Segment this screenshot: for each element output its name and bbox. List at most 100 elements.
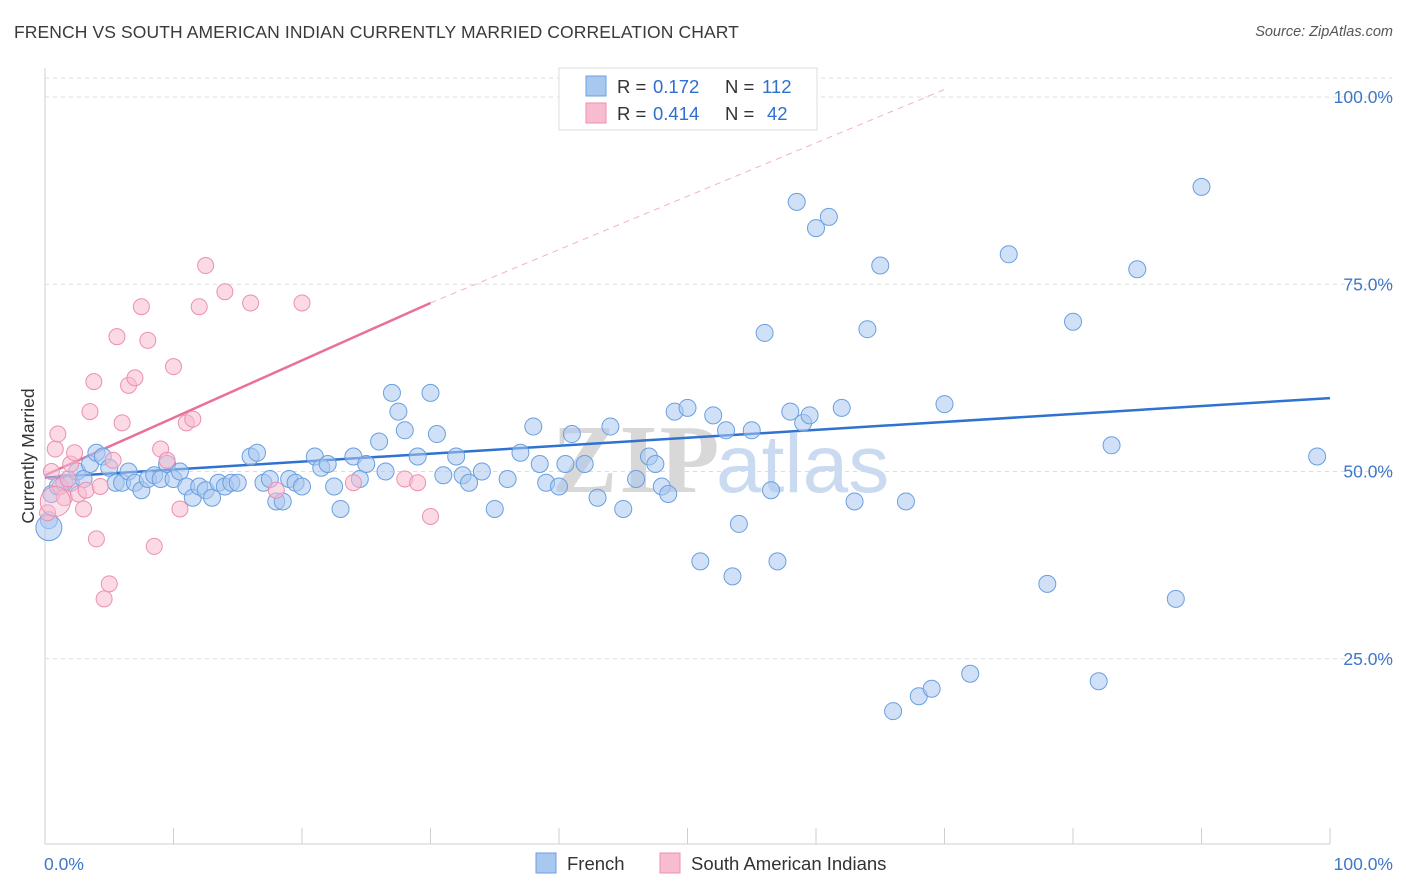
french-point [729,514,748,533]
french-point [858,320,877,339]
legend-label-french: French [567,853,625,874]
french-point [472,462,491,481]
stats-r-value-sa: 0.414 [653,103,699,124]
french-point [768,552,787,571]
french-point [1064,312,1082,331]
sa-point [113,414,131,432]
sa-point [39,485,71,517]
french-point [871,256,890,275]
sa-point [81,403,99,421]
stats-r-value-french: 0.172 [653,76,699,97]
legend-swatch-sa [659,852,681,874]
french-point [434,466,453,485]
stats-r-label-french: R = [617,76,646,97]
y-tick-label: 100.0% [1334,87,1393,107]
french-point [408,447,427,466]
french-point [1089,672,1108,691]
x-tick-label-max: 100.0% [1334,854,1393,874]
french-point [1166,589,1185,608]
stats-legend: R = 0.172 N = 112 R = 0.414 N = 42 [558,67,818,131]
sa-point [216,283,234,301]
french-point [884,702,903,721]
sa-point [91,477,109,495]
french-point [498,469,517,488]
y-axis-title: Currently Married [18,388,38,523]
french-point [781,402,800,421]
sa-point [59,470,77,488]
french-point [460,473,479,492]
french-point [1308,447,1327,466]
sa-point [293,294,311,312]
french-point [447,447,466,466]
french-point [922,679,941,698]
sa-point [108,328,126,346]
french-point [691,552,710,571]
axes [44,68,1330,845]
french-point [382,383,401,402]
sa-point [85,373,103,391]
french-point [550,477,568,496]
y-tick-label: 25.0% [1343,649,1393,669]
french-point [755,323,774,342]
legend-swatch-french [535,852,557,874]
french-point [961,664,980,683]
french-point [742,421,761,440]
sa-point [42,463,60,480]
french-point [704,406,723,425]
french-point [427,425,446,444]
french-point [896,492,915,511]
french-point [389,402,408,421]
stats-n-value-french: 112 [762,76,792,97]
stats-n-value-sa: 42 [767,103,788,124]
french-point [762,481,781,500]
french-point [678,398,697,417]
french-point [1038,574,1057,593]
french-point [627,469,646,488]
sa-point [39,504,57,522]
sa-point [104,451,122,469]
sa-point [132,298,150,316]
chart-title: FRENCH VS SOUTH AMERICAN INDIAN CURRENTL… [14,22,739,42]
chart-source: Source: ZipAtlas.com [1255,24,1393,40]
stats-swatch-sa [585,102,607,124]
y-tick-label: 75.0% [1343,274,1393,294]
french-point [228,473,247,492]
stats-swatch-french [585,75,607,97]
sa-point [95,590,113,608]
sa-point [242,294,260,312]
sa-point [422,507,439,525]
tick-labels: 100.0% 75.0% 50.0% 25.0% 0.0% 100.0% [44,87,1393,874]
sa-point [171,500,189,518]
sa-point [126,369,144,387]
french-point [421,383,440,402]
sa-point [87,530,105,548]
sa-point [66,444,84,462]
french-point [395,421,414,440]
sa-trend-line [44,301,432,477]
french-point [170,462,189,481]
y-tick-label: 50.0% [1343,462,1393,482]
trend-lines [44,89,1331,479]
french-point [357,455,376,474]
french-point [646,455,665,474]
french-point [325,477,344,496]
french-point [575,455,594,474]
stats-n-label-sa: N = [725,103,754,124]
french-point [614,499,633,518]
french-point [511,443,530,462]
french-point [723,567,742,586]
sa-point [267,481,285,499]
stats-r-label-sa: R = [617,103,646,124]
french-point [845,492,864,511]
french-point [203,488,222,507]
french-point [819,207,838,226]
watermark-atlas: atlas [716,419,889,510]
french-point [588,488,607,507]
french-point [800,406,819,425]
french-point [376,462,395,481]
french-point [999,245,1018,264]
french-point [248,443,267,462]
french-point [1128,260,1147,279]
sa-point [75,500,93,518]
